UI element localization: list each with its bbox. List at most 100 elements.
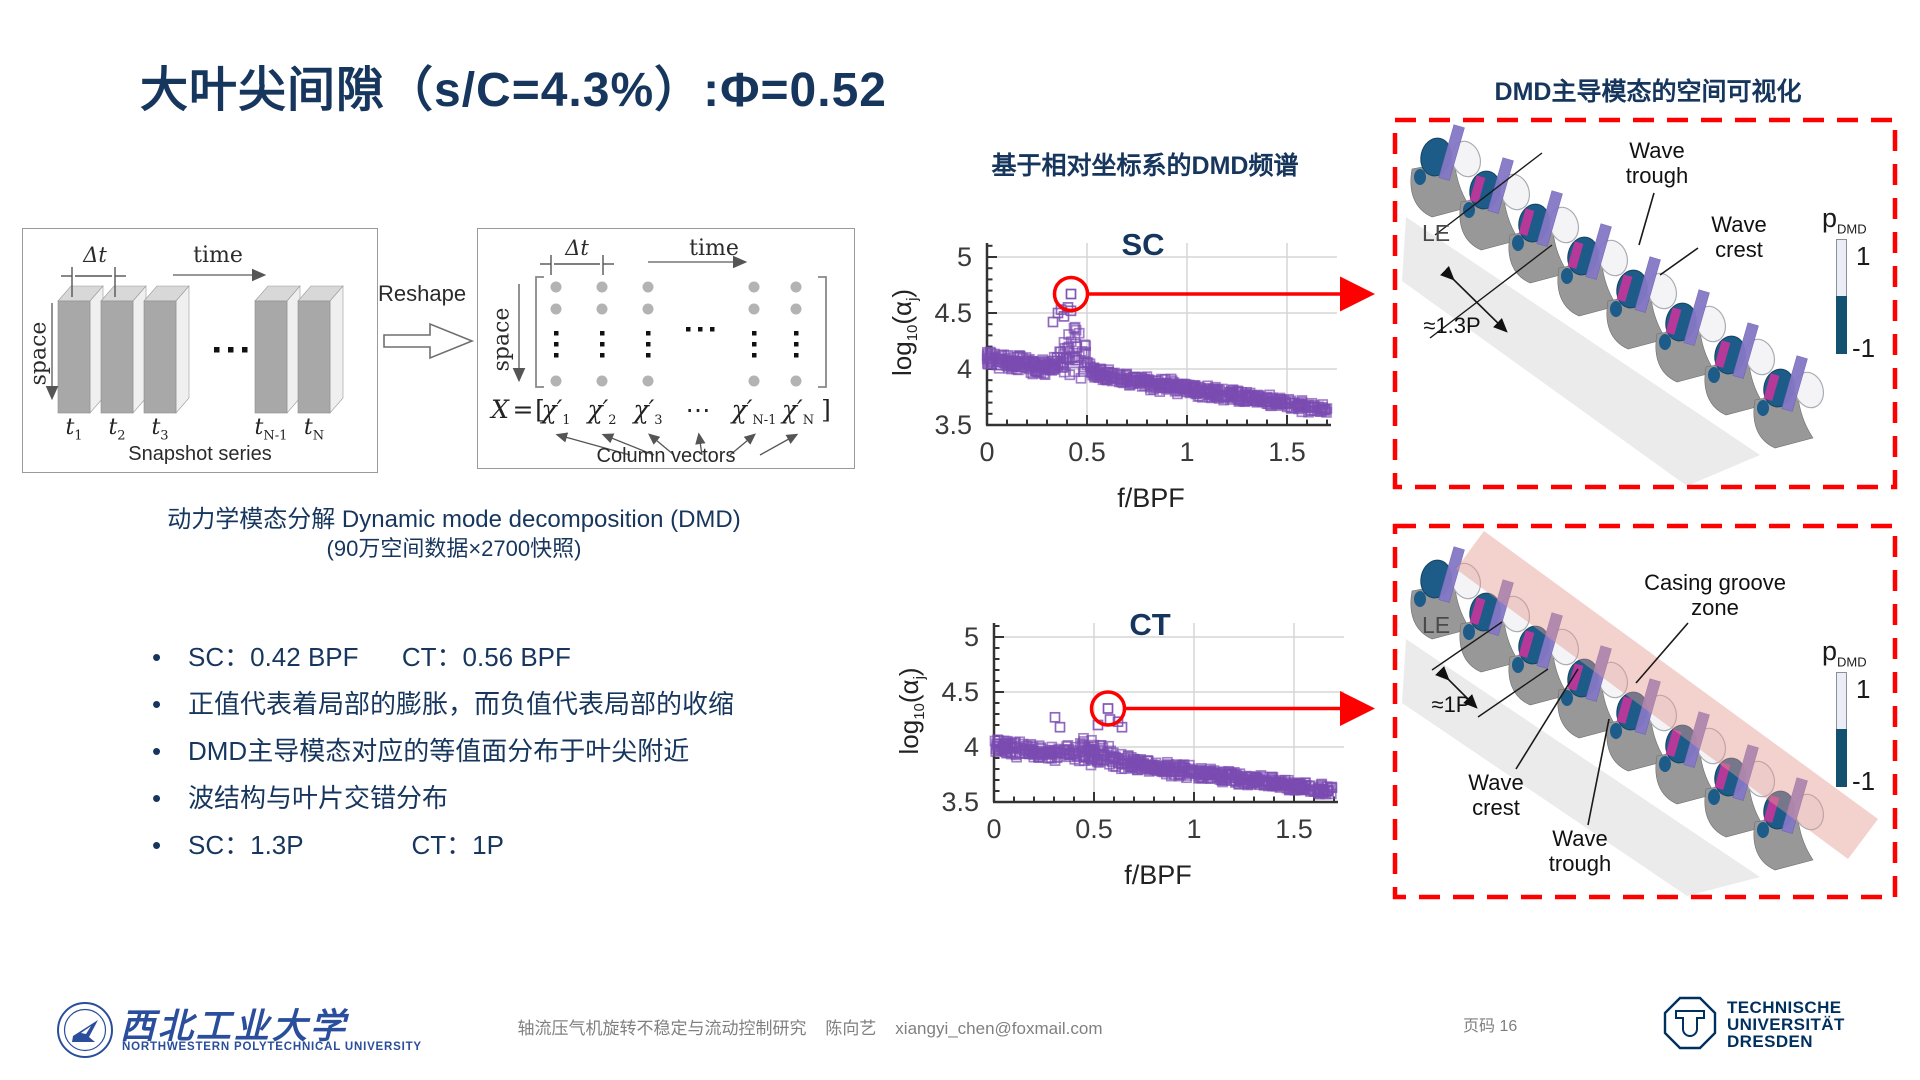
svg-text:SC: SC	[1121, 227, 1164, 262]
nwpu-logo-name: 西北工业大学	[120, 1006, 349, 1047]
casing-groove-band	[1456, 531, 1878, 859]
equation-close-bracket: ]	[821, 395, 831, 424]
tu-dresden-logo-text: TECHNISCHE UNIVERSITÄT DRESDEN	[1727, 998, 1845, 1051]
colorbar-symbol: pDMD	[1822, 636, 1867, 670]
colorbar-min-value: -1	[1852, 766, 1876, 796]
equation-equals: =	[512, 395, 534, 424]
visualization-header: DMD主导模态的空间可视化	[1494, 78, 1802, 106]
notes-bullet-list: SC：0.42 BPF CT：0.56 BPF 正值代表着局部的膨胀，而负值代表…	[150, 642, 910, 877]
space-axis-label: space	[489, 307, 515, 372]
svg-text:4.5: 4.5	[941, 677, 979, 707]
colorbar-max-value: 1	[1856, 241, 1871, 271]
delta-t-label: Δt	[83, 243, 107, 267]
column-vector-3: χ′3	[633, 395, 663, 428]
blade-cascade-graphic-ct	[1392, 523, 1898, 900]
svg-text:5: 5	[964, 622, 979, 652]
svg-text:4: 4	[964, 732, 979, 762]
footer-research-line: 轴流压气机旋转不稳定与流动控制研究 陈向艺 xiangyi_chen@foxma…	[517, 1019, 1103, 1038]
svg-text:CT: CT	[1129, 607, 1170, 642]
page-number: 页码 16	[1463, 1018, 1518, 1035]
snapshot-slabs-svg	[45, 267, 344, 414]
ct-spectrum-chart: 3.5 4 4.5 5 0 0.5 1 1.5 log10(αj) f/BPF CT	[880, 575, 1395, 910]
bullet-item-2: 正值代表着局部的膨胀，而负值代表局部的收缩	[150, 689, 910, 719]
dmd-caption-line2: (90万空间数据×2700快照)	[326, 536, 582, 562]
dmd-method-caption: 动力学模态分解 Dynamic mode decomposition (DMD)…	[146, 504, 762, 564]
slab-label-t1: t1	[65, 415, 83, 444]
pitch-label: ≈1.3P	[1423, 313, 1481, 338]
casing-groove-zone-label: Casing groove zone	[1644, 570, 1786, 620]
nwpu-seal-icon	[57, 1002, 113, 1058]
cascade-svg	[1392, 117, 1898, 490]
wave-trough-label: Wave trough	[1625, 138, 1689, 188]
red-dashed-border	[1392, 523, 1898, 900]
space-axis-label: space	[26, 321, 52, 386]
sc-spectrum-chart: 3.5 4 4.5 5 0 0.5 1 1.5 log10(αj) f/BPF SC	[880, 190, 1395, 525]
svg-text:log10(αj): log10(αj)	[887, 289, 921, 376]
column-vector-n: χ′N	[781, 395, 815, 428]
tu-dresden-logo-icon	[1663, 996, 1717, 1050]
matrix-diagram: Δt time space X = [ χ′1 χ′2 χ′3 ⋯ χ′N-1 …	[477, 228, 855, 469]
column-ellipsis: ⋯	[685, 395, 711, 424]
leading-edge-label: LE	[1422, 612, 1451, 638]
colorbar-gradient	[1836, 672, 1847, 788]
dominant-mode-circle	[1089, 690, 1127, 727]
svg-text:4: 4	[957, 354, 972, 384]
svg-text:3.5: 3.5	[941, 787, 979, 817]
bullet-item-4: 波结构与叶片交错分布	[150, 783, 910, 813]
dmd-caption-line1: 动力学模态分解 Dynamic mode decomposition (DMD)	[167, 506, 741, 533]
colorbar-min-value: -1	[1852, 333, 1876, 363]
CT-spectrum-svg: 3.5 4 4.5 5 0 0.5 1 1.5 log10(αj) f/BPF CT	[894, 607, 1375, 890]
matrix-graphic	[478, 229, 854, 468]
bullet-item-5: SC：1.3P CT：1P	[150, 830, 910, 860]
scatter-points	[981, 302, 1333, 418]
delta-t-label: Δt	[565, 236, 589, 260]
slab-label-t3: t3	[151, 415, 169, 444]
svg-text:0: 0	[979, 437, 994, 467]
wave-trough-label: Wave trough	[1548, 826, 1612, 876]
reshape-arrow-icon	[383, 322, 475, 360]
slab-label-t2: t2	[108, 415, 126, 444]
slab-label-tn1: tN-1	[254, 415, 288, 444]
matrix-svg	[512, 255, 827, 456]
snapshot-caption: Snapshot series	[128, 443, 272, 465]
nwpu-logo-english: NORTHWESTERN POLYTECHNICAL UNIVERSITY	[122, 1041, 422, 1053]
svg-text:1: 1	[1179, 437, 1194, 467]
svg-text:5: 5	[957, 242, 972, 272]
dominant-mode-circle	[1052, 275, 1090, 313]
svg-text:4.5: 4.5	[934, 298, 972, 328]
column-vector-n1: χ′N-1	[731, 395, 777, 428]
pitch-label: ≈1P	[1431, 692, 1471, 717]
svg-text:0.5: 0.5	[1075, 814, 1113, 844]
svg-text:f/BPF: f/BPF	[1117, 483, 1185, 513]
colorbar: pDMD 1 -1	[1816, 636, 1906, 796]
colorbar-symbol: pDMD	[1822, 203, 1867, 237]
column-vector-2: χ′2	[587, 395, 617, 428]
column-vector-1: χ′1	[541, 395, 571, 428]
scatter-points	[989, 711, 1338, 800]
svg-text:1: 1	[1186, 814, 1201, 844]
leading-edge-label: LE	[1422, 220, 1451, 246]
colorbar: pDMD 1 -1	[1816, 203, 1906, 363]
wave-crest-label: Wave crest	[1711, 212, 1767, 262]
dmd-visualization-panel-ct: Casing groove zone LE ≈1P Wave crest Wav…	[1392, 523, 1898, 900]
svg-text:3.5: 3.5	[934, 410, 972, 440]
svg-text:1.5: 1.5	[1268, 437, 1306, 467]
slab-label-tn: tN	[303, 415, 325, 444]
wave-crest-label: Wave crest	[1468, 770, 1524, 820]
dmd-visualization-panel-sc: Wave trough Wave crest LE ≈1.3P pDMD 1 -…	[1392, 117, 1898, 490]
cascade-svg	[1392, 523, 1898, 900]
svg-text:0: 0	[986, 814, 1001, 844]
equation-lhs: X	[491, 395, 509, 424]
column-vectors-caption: Column vectors	[596, 445, 736, 467]
snapshot-series-diagram: Δt time space t1 t2 t3 tN-1 tN Snapshot …	[22, 228, 378, 473]
snapshot-slabs-graphic	[23, 229, 377, 472]
svg-text:log10(αj): log10(αj)	[894, 667, 928, 754]
red-dashed-border	[1392, 117, 1898, 490]
blade-cascade-graphic-sc	[1392, 117, 1898, 490]
spectrum-header: 基于相对坐标系的DMD频谱	[991, 152, 1299, 180]
bullet-item-3: DMD主导模态对应的等值面分布于叶尖附近	[150, 736, 910, 766]
colorbar-max-value: 1	[1856, 674, 1871, 704]
time-axis-label: time	[193, 243, 243, 268]
SC-spectrum-svg: 3.5 4 4.5 5 0 0.5 1 1.5 log10(αj) f/BPF SC	[887, 227, 1375, 513]
